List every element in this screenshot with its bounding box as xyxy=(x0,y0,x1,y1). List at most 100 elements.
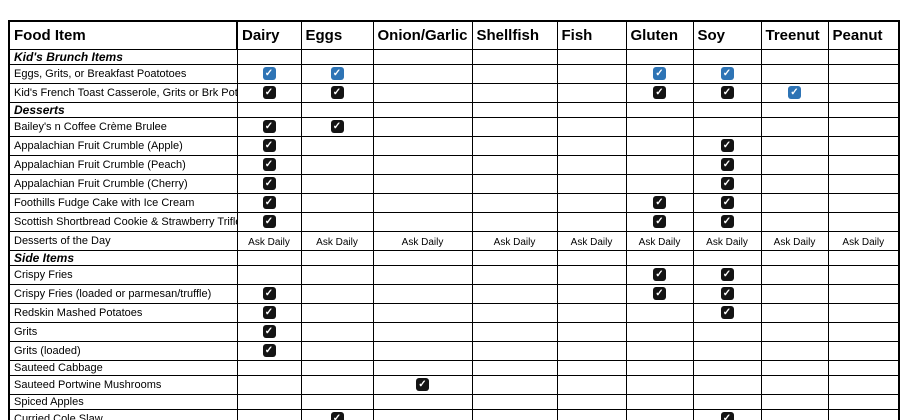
allergen-cell-fish xyxy=(556,102,627,118)
checked-checkbox-icon[interactable]: ✓ xyxy=(720,306,734,320)
allergen-cell-onion-garlic xyxy=(372,64,473,84)
allergen-cell-treenut xyxy=(760,394,829,410)
checked-checkbox-icon[interactable]: ✓ xyxy=(788,86,801,100)
allergen-cell-onion-garlic xyxy=(372,83,473,103)
checked-checkbox-icon[interactable]: ✓ xyxy=(653,67,666,81)
table-row: Sauteed Cabbage xyxy=(8,360,900,376)
allergen-cell-fish xyxy=(556,341,627,361)
allergen-cell-treenut: ✓ xyxy=(760,83,829,103)
checked-checkbox-icon[interactable]: ✓ xyxy=(653,268,666,282)
checked-checkbox-icon[interactable]: ✓ xyxy=(720,158,734,172)
checked-checkbox-icon[interactable]: ✓ xyxy=(262,158,276,172)
allergen-cell-shellfish xyxy=(471,322,558,342)
checked-checkbox-icon[interactable]: ✓ xyxy=(720,177,734,191)
allergen-cell-treenut xyxy=(760,102,829,118)
allergen-cell-gluten: ✓ xyxy=(625,212,694,232)
allergen-cell-shellfish xyxy=(471,64,558,84)
allergen-cell-shellfish xyxy=(471,341,558,361)
allergen-cell-treenut xyxy=(760,360,829,376)
allergen-cell-gluten xyxy=(625,341,694,361)
allergen-cell-treenut xyxy=(760,265,829,285)
column-header-gluten: Gluten xyxy=(625,20,694,50)
checked-checkbox-icon[interactable]: ✓ xyxy=(720,412,734,420)
allergen-cell-onion-garlic xyxy=(372,174,473,194)
checked-checkbox-icon[interactable]: ✓ xyxy=(262,177,276,191)
column-header-onion-garlic: Onion/Garlic xyxy=(372,20,473,50)
allergen-cell-treenut xyxy=(760,155,829,175)
allergen-cell-eggs: Ask Daily xyxy=(300,231,374,251)
checked-checkbox-icon[interactable]: ✓ xyxy=(262,344,276,358)
table-row: Eggs, Grits, or Breakfast Poatotoes ✓ ✓ ✓ ✓ xyxy=(8,64,900,84)
food-item-label: Sauteed Portwine Mushrooms xyxy=(8,375,238,395)
table-row: Scottish Shortbread Cookie & Strawberry … xyxy=(8,212,900,232)
column-header-eggs: Eggs xyxy=(300,20,374,50)
checked-checkbox-icon[interactable]: ✓ xyxy=(262,120,276,134)
checked-checkbox-icon[interactable]: ✓ xyxy=(330,412,344,420)
allergen-cell-fish xyxy=(556,394,627,410)
checked-checkbox-icon[interactable]: ✓ xyxy=(262,196,276,210)
allergen-cell-gluten xyxy=(625,117,694,137)
checked-checkbox-icon[interactable]: ✓ xyxy=(330,86,344,100)
allergen-cell-treenut xyxy=(760,409,829,420)
checked-checkbox-icon[interactable]: ✓ xyxy=(262,306,276,320)
checked-checkbox-icon[interactable]: ✓ xyxy=(720,268,734,282)
allergen-cell-dairy xyxy=(236,394,302,410)
allergen-cell-fish xyxy=(556,83,627,103)
checked-checkbox-icon[interactable]: ✓ xyxy=(653,287,666,301)
allergen-cell-gluten: Ask Daily xyxy=(625,231,694,251)
allergen-cell-fish xyxy=(556,303,627,323)
checked-checkbox-icon[interactable]: ✓ xyxy=(262,86,276,100)
table-row: Kid's French Toast Casserole, Grits or B… xyxy=(8,83,900,103)
checked-checkbox-icon[interactable]: ✓ xyxy=(262,287,276,301)
allergen-cell-soy xyxy=(692,322,762,342)
checked-checkbox-icon[interactable]: ✓ xyxy=(262,325,276,339)
allergen-cell-peanut xyxy=(827,136,900,156)
allergen-cell-fish xyxy=(556,409,627,420)
allergen-cell-soy: ✓ xyxy=(692,174,762,194)
allergen-cell-treenut xyxy=(760,117,829,137)
allergen-cell-soy xyxy=(692,102,762,118)
checked-checkbox-icon[interactable]: ✓ xyxy=(653,196,666,210)
allergen-cell-shellfish xyxy=(471,193,558,213)
allergen-cell-fish xyxy=(556,155,627,175)
checked-checkbox-icon[interactable]: ✓ xyxy=(330,67,344,81)
allergen-cell-dairy: ✓ xyxy=(236,284,302,304)
checked-checkbox-icon[interactable]: ✓ xyxy=(720,67,734,81)
allergen-cell-soy: ✓ xyxy=(692,193,762,213)
allergen-cell-treenut: Ask Daily xyxy=(760,231,829,251)
checked-checkbox-icon[interactable]: ✓ xyxy=(262,215,276,229)
checked-checkbox-icon[interactable]: ✓ xyxy=(720,139,734,153)
checked-checkbox-icon[interactable]: ✓ xyxy=(720,86,734,100)
food-item-label: Scottish Shortbread Cookie & Strawberry … xyxy=(8,212,238,232)
allergen-cell-gluten xyxy=(625,322,694,342)
checked-checkbox-icon[interactable]: ✓ xyxy=(653,215,666,229)
allergen-cell-dairy: ✓ xyxy=(236,117,302,137)
checked-checkbox-icon[interactable]: ✓ xyxy=(416,378,429,392)
checked-checkbox-icon[interactable]: ✓ xyxy=(262,67,276,81)
allergen-cell-shellfish xyxy=(471,102,558,118)
checked-checkbox-icon[interactable]: ✓ xyxy=(720,196,734,210)
food-item-label: Curried Cole Slaw xyxy=(8,409,238,420)
allergen-cell-fish xyxy=(556,250,627,266)
allergen-cell-peanut xyxy=(827,155,900,175)
allergen-cell-fish xyxy=(556,117,627,137)
allergen-cell-onion-garlic xyxy=(372,250,473,266)
checked-checkbox-icon[interactable]: ✓ xyxy=(653,86,666,100)
checked-checkbox-icon[interactable]: ✓ xyxy=(262,139,276,153)
checked-checkbox-icon[interactable]: ✓ xyxy=(330,120,344,134)
table-row: Grits ✓ xyxy=(8,322,900,342)
allergen-cell-eggs xyxy=(300,265,374,285)
food-item-label: Appalachian Fruit Crumble (Cherry) xyxy=(8,174,238,194)
allergen-cell-gluten: ✓ xyxy=(625,265,694,285)
checked-checkbox-icon[interactable]: ✓ xyxy=(720,215,734,229)
column-header-fish: Fish xyxy=(556,20,627,50)
allergen-cell-eggs xyxy=(300,360,374,376)
allergen-cell-eggs xyxy=(300,193,374,213)
checked-checkbox-icon[interactable]: ✓ xyxy=(720,287,734,301)
allergen-cell-onion-garlic xyxy=(372,155,473,175)
allergen-cell-dairy: ✓ xyxy=(236,64,302,84)
table-row: Appalachian Fruit Crumble (Cherry) ✓ ✓ xyxy=(8,174,900,194)
allergen-cell-peanut xyxy=(827,360,900,376)
allergen-cell-gluten xyxy=(625,49,694,65)
section-row: Kid's Brunch Items xyxy=(8,49,900,65)
